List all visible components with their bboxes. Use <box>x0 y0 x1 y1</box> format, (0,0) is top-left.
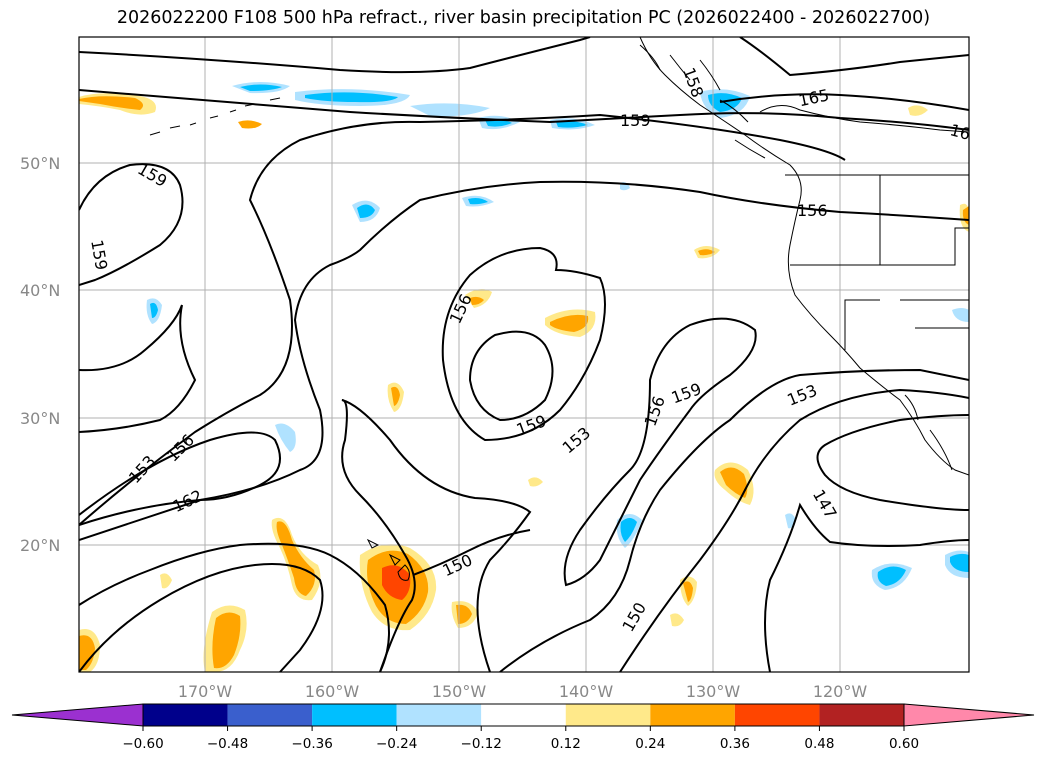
graticule <box>79 37 969 672</box>
colorbar-frame <box>142 703 905 727</box>
map-title: 2026022200 F108 500 hPa refract., river … <box>116 8 931 28</box>
colorbar-segment <box>565 704 651 726</box>
colorbar-tick-label: 0.36 <box>720 736 750 752</box>
colorbar: −0.60 −0.48 −0.36 −0.24 −0.12 0.12 0.24 0.36 0.4… <box>11 703 1035 752</box>
contour-label: 159 <box>87 238 111 271</box>
contour-label: 147 <box>809 486 841 522</box>
colorbar-extend-max <box>903 703 1035 727</box>
lat-label: 40°N <box>20 281 60 300</box>
map-frame <box>78 36 970 673</box>
colorbar-extend-min <box>11 703 144 727</box>
lat-labels: 50°N 40°N 30°N 20°N <box>20 154 60 555</box>
contour-label: 150 <box>618 599 650 635</box>
contour-lines <box>79 37 969 672</box>
contour-label: 159 <box>669 379 704 407</box>
colorbar-tick-label: 0.60 <box>889 736 919 752</box>
map-area: 159 159 156 153 162 156 159 153 156 159 … <box>79 37 973 672</box>
colorbar-tick-label: −0.36 <box>291 736 332 752</box>
contour-label: 158 <box>679 65 707 100</box>
colorbar-tick-label: 0.12 <box>551 736 581 752</box>
contour-label: 16 <box>948 120 973 144</box>
lon-label: 160°W <box>305 682 360 701</box>
contour-label: 150 <box>440 550 476 580</box>
colorbar-tick-label: 0.24 <box>635 736 665 752</box>
contour-label: 156 <box>797 201 828 220</box>
colorbar-segment <box>481 704 566 726</box>
lat-label: 20°N <box>20 536 60 555</box>
positive-precip-areas <box>79 93 969 672</box>
contour-label: 153 <box>784 381 819 410</box>
contour-label: 156 <box>641 394 669 429</box>
colorbar-tick-label: −0.12 <box>461 736 502 752</box>
colorbar-segment <box>143 704 228 726</box>
contour-label: 165 <box>797 85 831 110</box>
contour-label: 162 <box>170 486 206 516</box>
lon-label: 170°W <box>178 682 233 701</box>
colorbar-tick-label: −0.48 <box>207 736 248 752</box>
contour-label: 159 <box>620 111 651 130</box>
lon-label: 150°W <box>432 682 487 701</box>
contour-label: 159 <box>514 411 549 439</box>
lon-label: 140°W <box>559 682 614 701</box>
colorbar-segment <box>312 704 397 726</box>
colorbar-tick-label: −0.24 <box>376 736 417 752</box>
negative-precip-areas <box>146 82 969 590</box>
coastlines <box>149 37 969 672</box>
lat-label: 30°N <box>20 409 60 428</box>
colorbar-segment <box>650 704 735 726</box>
colorbar-segment <box>227 704 313 726</box>
colorbar-tick-label: −0.60 <box>122 736 163 752</box>
contour-label: 156 <box>163 430 198 465</box>
lon-label: 130°W <box>686 682 741 701</box>
lon-labels: 170°W 160°W 150°W 140°W 130°W 120°W <box>178 682 868 701</box>
colorbar-segment <box>734 704 820 726</box>
lat-label: 50°N <box>20 154 60 173</box>
colorbar-segment <box>819 704 904 726</box>
contour-label: 153 <box>559 423 595 457</box>
lon-label: 120°W <box>813 682 868 701</box>
colorbar-tick-label: 0.48 <box>804 736 834 752</box>
colorbar-segment <box>396 704 482 726</box>
